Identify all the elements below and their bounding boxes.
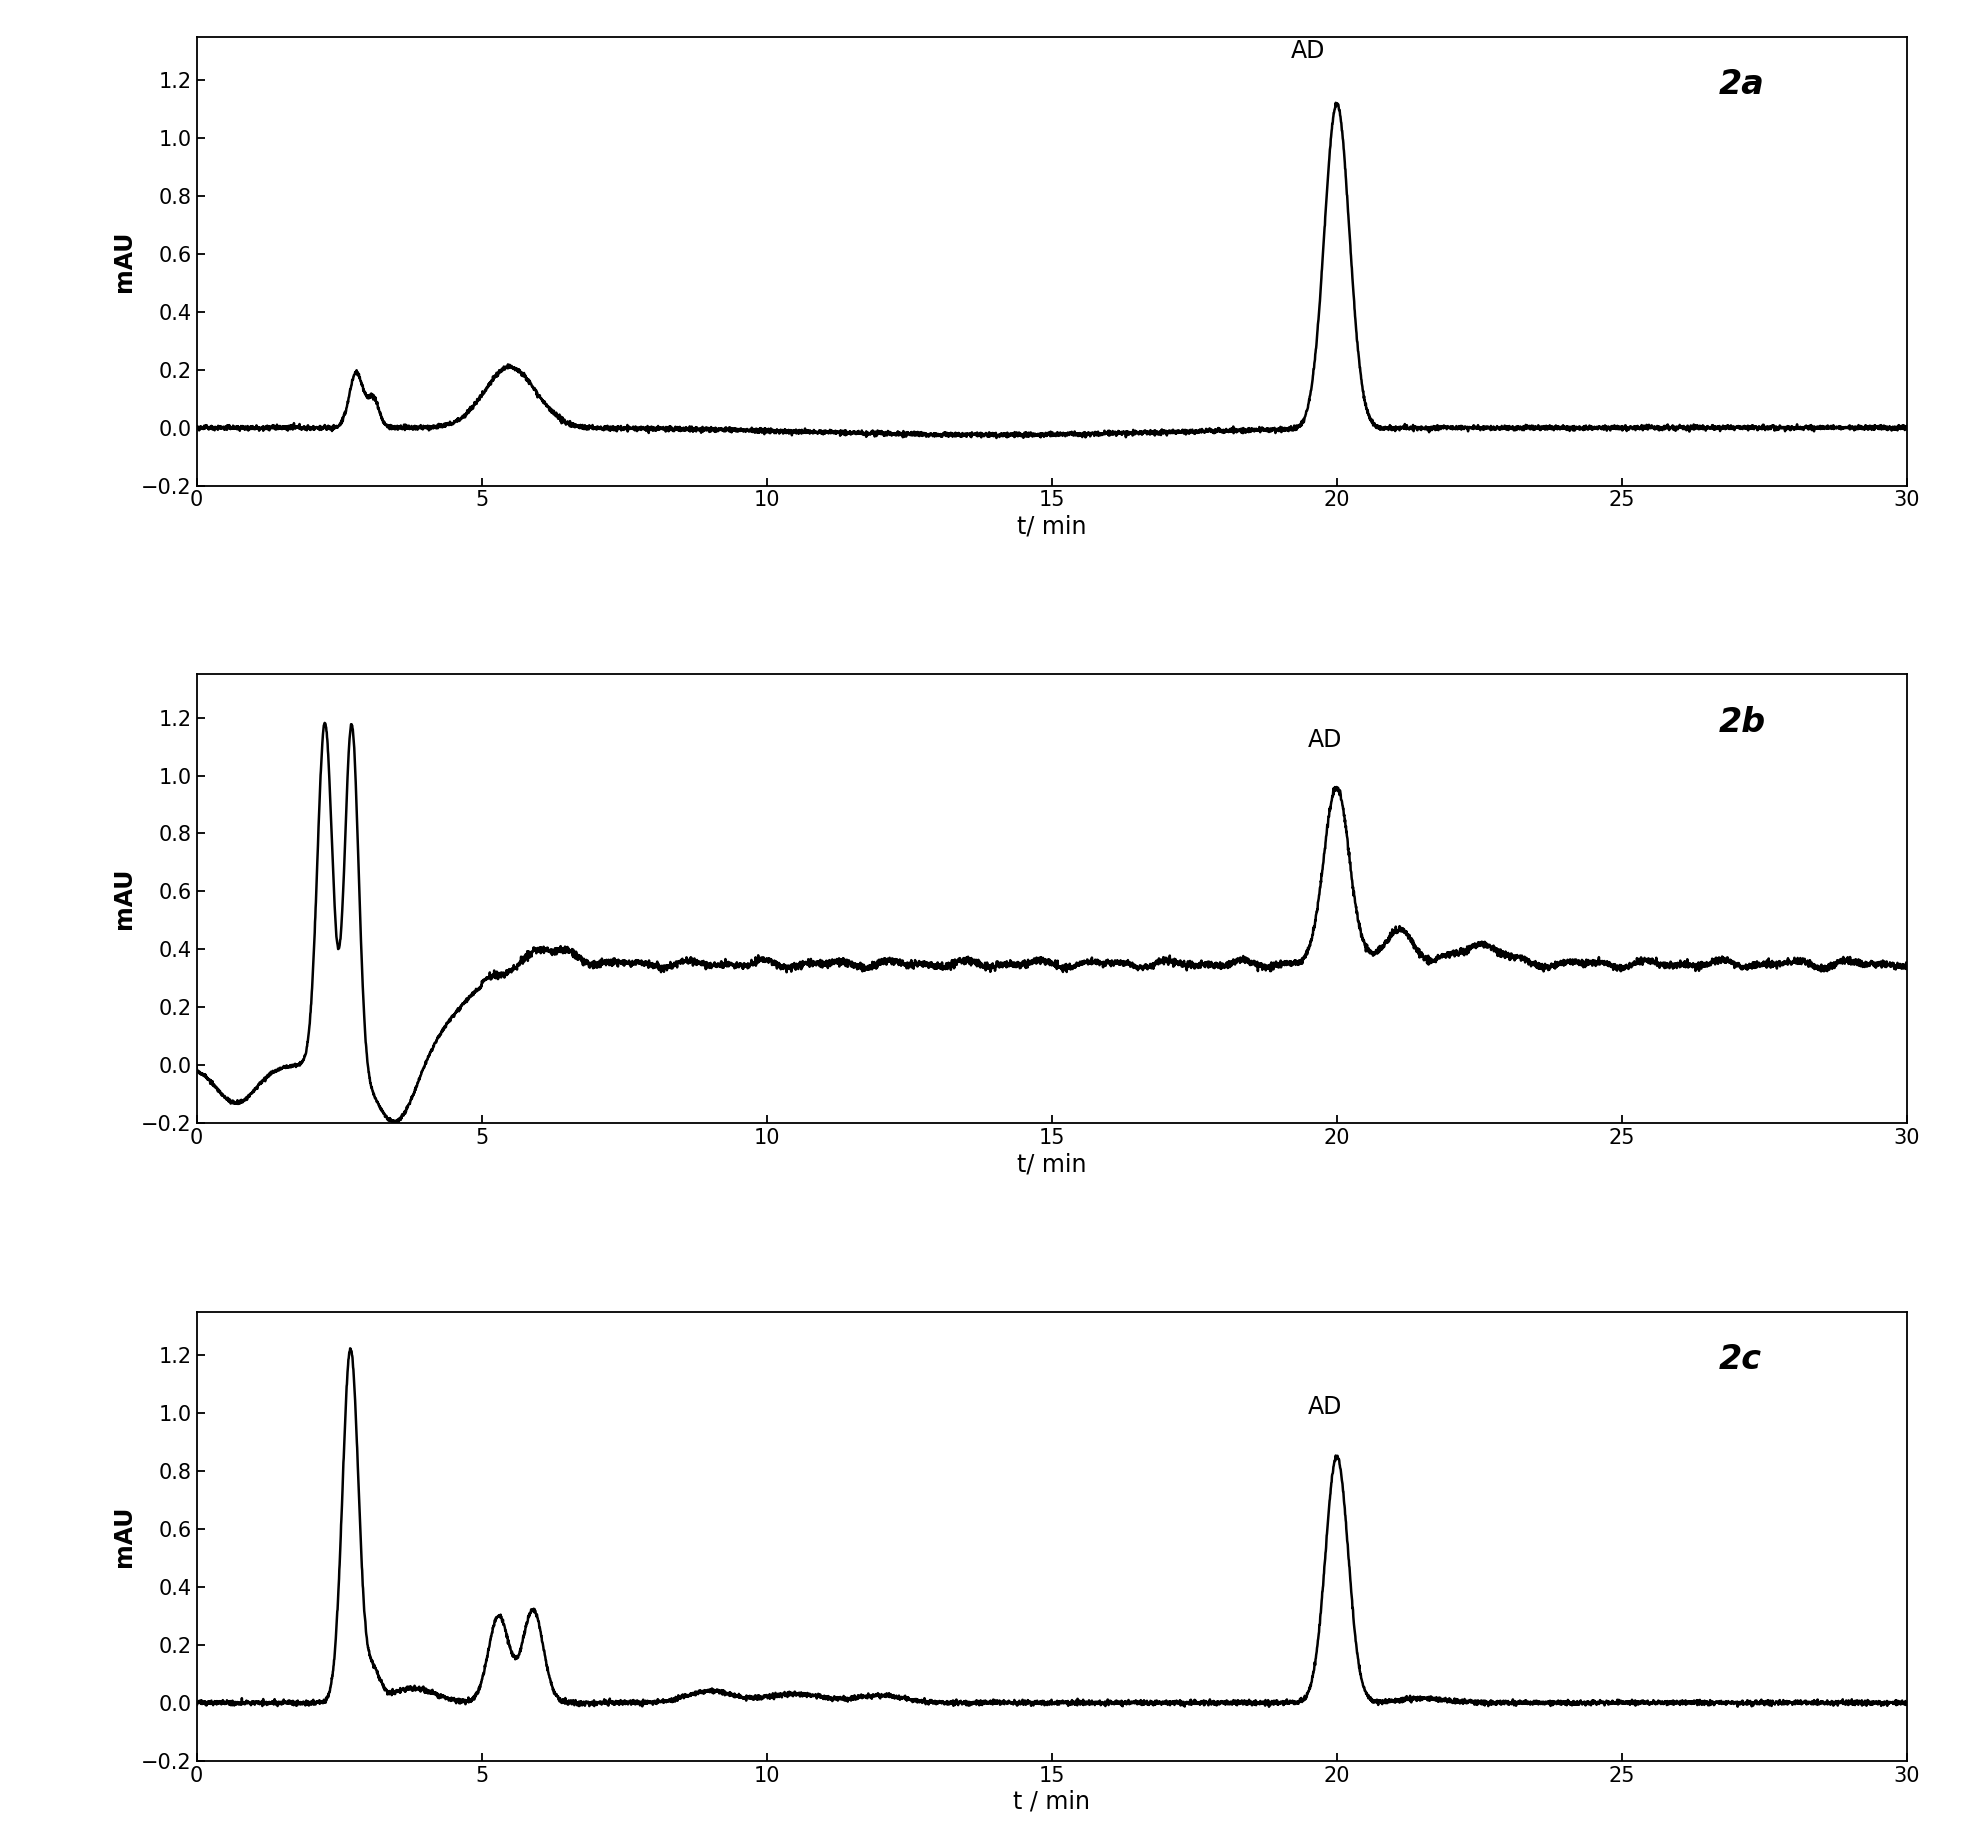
Y-axis label: mAU: mAU bbox=[112, 867, 136, 930]
Text: 2c: 2c bbox=[1718, 1342, 1762, 1376]
Text: AD: AD bbox=[1292, 39, 1325, 62]
Text: 2b: 2b bbox=[1718, 706, 1765, 739]
Text: AD: AD bbox=[1307, 1396, 1343, 1420]
Y-axis label: mAU: mAU bbox=[112, 1506, 136, 1566]
X-axis label: t/ min: t/ min bbox=[1016, 515, 1087, 539]
Text: AD: AD bbox=[1307, 728, 1343, 752]
X-axis label: t/ min: t/ min bbox=[1016, 1152, 1087, 1176]
X-axis label: t / min: t / min bbox=[1012, 1790, 1091, 1814]
Text: 2a: 2a bbox=[1718, 68, 1765, 101]
Y-axis label: mAU: mAU bbox=[112, 231, 136, 292]
